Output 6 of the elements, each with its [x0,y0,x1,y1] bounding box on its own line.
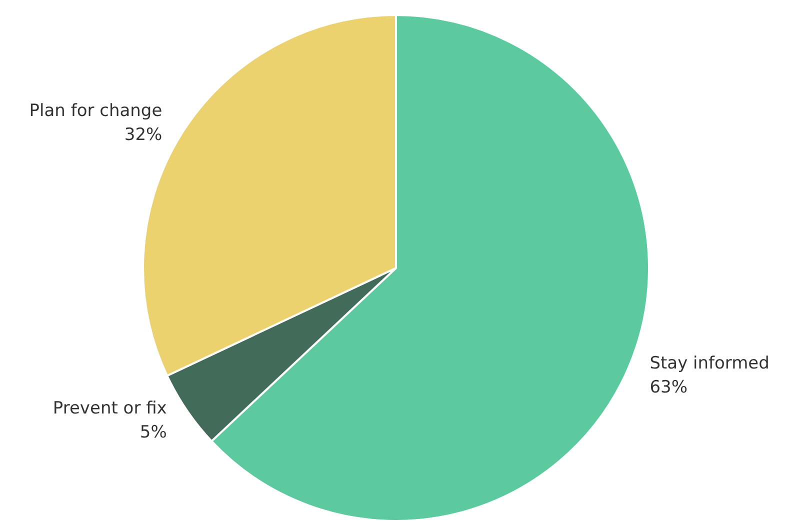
slice-label: Plan for change [29,100,162,121]
data-label: 63% [650,378,688,398]
slice-label: Prevent or fix [52,398,167,418]
data-label: 32% [124,124,162,145]
slice-label: Stay informed [650,354,770,374]
data-label: 5% [140,422,167,442]
